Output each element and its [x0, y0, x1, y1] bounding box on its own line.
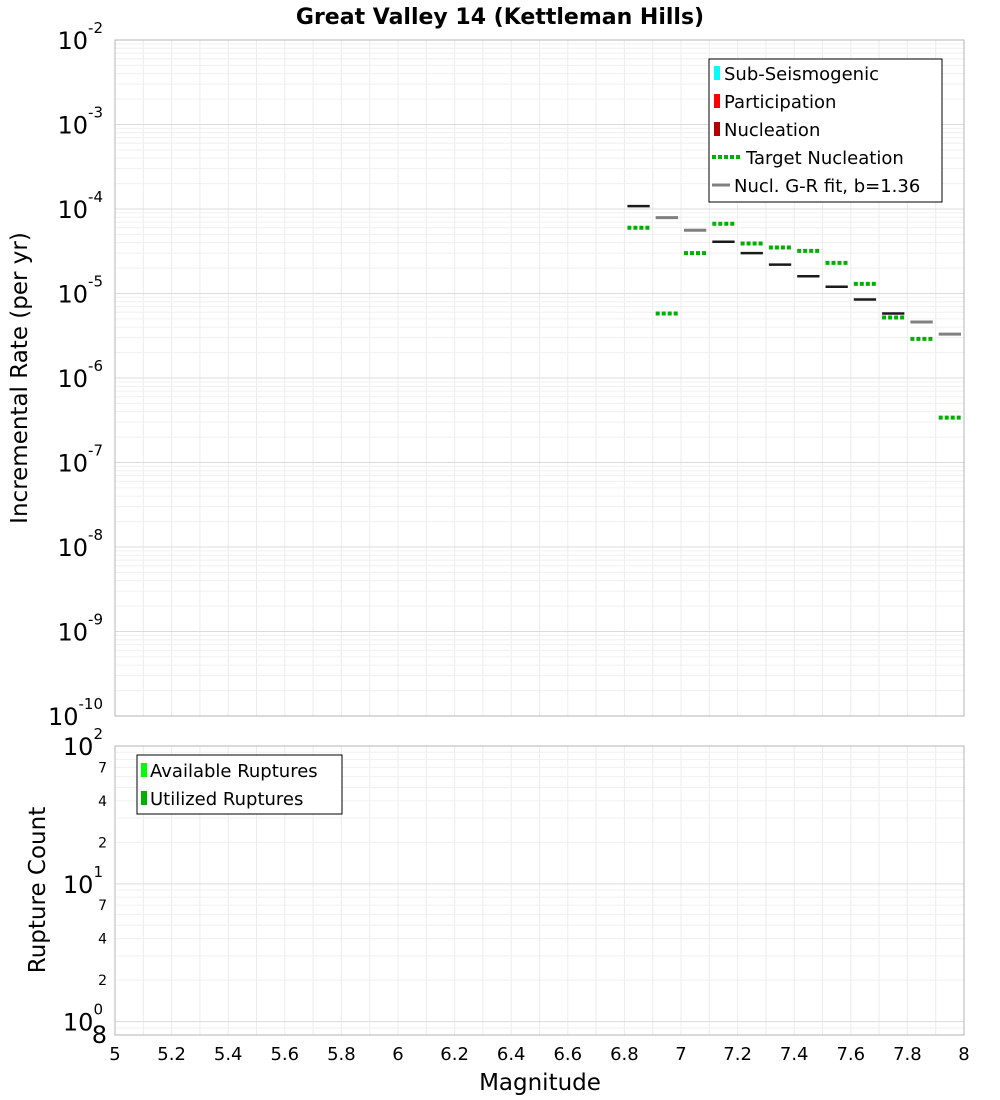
x-tick-label: 6.8: [610, 1044, 639, 1065]
top-y-tick-base: 10: [57, 534, 88, 562]
legend-swatch-nucleation: [714, 122, 720, 136]
top-y-tick-exp: -9: [88, 611, 103, 629]
bottom-y-tick-label: 101: [63, 863, 103, 899]
x-tick-label: 6.6: [553, 1044, 582, 1065]
x-axis-label: Magnitude: [479, 1070, 601, 1096]
bottom-y-tick-base: 10: [63, 871, 94, 899]
top-y-tick-label: 10-8: [57, 526, 103, 562]
top-panel: 10-210-310-410-510-610-710-810-910-10 In…: [7, 19, 965, 731]
bottom-y-minor-tick-label: 7: [98, 898, 107, 914]
x-tick-label: 6.4: [497, 1044, 526, 1065]
bottom-y-tick-exp: 2: [93, 725, 103, 743]
x-tick-label: 8: [958, 1044, 969, 1065]
bottom-y-tick-base: 10: [63, 1009, 94, 1037]
top-y-tick-exp: -7: [88, 442, 103, 460]
top-y-tick-label: 10-10: [48, 695, 103, 731]
top-y-tick-base: 10: [57, 365, 88, 393]
top-y-tick-exp: -8: [88, 526, 103, 544]
top-y-tick-label: 10-4: [57, 188, 103, 224]
top-y-tick-label: 10-9: [57, 611, 103, 647]
top-legend-box: [708, 58, 943, 203]
legend-label-sub-seismogenic: Sub-Seismogenic: [724, 64, 879, 85]
bottom-y-minor-tick-label: 2: [98, 973, 107, 989]
legend-label-nucleation: Nucleation: [724, 120, 820, 141]
top-y-axis-label: Incremental Rate (per yr): [7, 232, 33, 524]
x-tick-label: 5.8: [327, 1044, 356, 1065]
x-tick-label: 5.6: [270, 1044, 299, 1065]
top-y-tick-base: 10: [57, 112, 88, 140]
top-marks: [627, 204, 961, 420]
bottom-y-tick-label: 102: [63, 725, 103, 761]
top-y-tick-exp: -2: [88, 19, 103, 37]
legend-swatch-utilized: [141, 791, 147, 805]
legend-label-utilized: Utilized Ruptures: [150, 789, 303, 810]
top-y-ticks: 10-210-310-410-510-610-710-810-910-10: [48, 19, 103, 731]
top-y-tick-label: 10-7: [57, 442, 103, 478]
x-tick-label: 7.8: [893, 1044, 922, 1065]
top-y-tick-exp: -3: [88, 104, 103, 122]
bottom-legend-box: [136, 754, 343, 815]
legend-label-gr-fit: Nucl. G-R fit, b=1.36: [734, 176, 920, 197]
bottom-y-axis-label: Rupture Count: [25, 807, 51, 973]
top-y-tick-label: 10-3: [57, 104, 103, 140]
x-ticks: 5 5.2 5.4 5.6 5.8 6 6.2 6.4 6.6 6.8 7 7.2 7.4 7.6 7.8 8: [109, 1044, 969, 1065]
top-y-tick-base: 10: [57, 619, 88, 647]
x-tick-label: 6: [392, 1044, 403, 1065]
top-y-tick-base: 10: [48, 703, 79, 731]
top-legend: Sub-Seismogenic Participation Nucleation…: [708, 58, 943, 203]
x-tick-label: 7.4: [780, 1044, 809, 1065]
bottom-y-minor-tick-label: 4: [98, 794, 107, 810]
top-y-tick-exp: -6: [88, 357, 103, 375]
top-y-tick-base: 10: [57, 196, 88, 224]
x-tick-label: 6.2: [440, 1044, 469, 1065]
x-tick-label: 7: [675, 1044, 686, 1065]
top-y-tick-exp: -4: [88, 188, 103, 206]
legend-label-available: Available Ruptures: [150, 761, 318, 782]
x-tick-label: 5.4: [214, 1044, 243, 1065]
bottom-legend: Available Ruptures Utilized Ruptures: [136, 754, 343, 815]
top-plot-frame: [114, 39, 965, 717]
bottom-y-tick-exp: 0: [93, 1001, 103, 1019]
legend-swatch-available: [141, 763, 147, 777]
bottom-y-tick-exp: 1: [93, 863, 103, 881]
legend-label-participation: Participation: [724, 92, 836, 113]
x-tick-label: 7.6: [836, 1044, 865, 1065]
top-y-tick-base: 10: [57, 450, 88, 478]
bottom-plot-frame: [114, 745, 965, 1036]
legend-swatch-participation: [714, 94, 720, 108]
top-grid: [114, 40, 965, 717]
x-tick-label: 5: [109, 1044, 120, 1065]
top-y-tick-label: 10-2: [57, 19, 103, 55]
legend-swatch-sub-seismogenic: [714, 66, 720, 80]
top-y-tick-base: 10: [57, 27, 88, 55]
legend-label-target-nucleation: Target Nucleation: [745, 148, 904, 169]
top-y-tick-base: 10: [57, 281, 88, 309]
top-y-tick-exp: -5: [88, 273, 103, 291]
top-y-tick-exp: -10: [79, 695, 104, 713]
top-y-tick-label: 10-6: [57, 357, 103, 393]
top-y-tick-label: 10-5: [57, 273, 103, 309]
bottom-y-minor-tick-label: 8: [92, 1021, 107, 1049]
chart-title: Great Valley 14 (Kettleman Hills): [296, 5, 704, 30]
bottom-y-minor-tick-label: 7: [98, 760, 107, 776]
x-tick-label: 7.2: [723, 1044, 752, 1065]
bottom-y-minor-tick-label: 2: [98, 835, 107, 851]
x-tick-label: 5.2: [157, 1044, 186, 1065]
bottom-y-tick-label: 100: [63, 1001, 103, 1037]
bottom-y-minor-tick-label: 4: [98, 932, 107, 948]
bottom-y-tick-base: 10: [63, 733, 94, 761]
